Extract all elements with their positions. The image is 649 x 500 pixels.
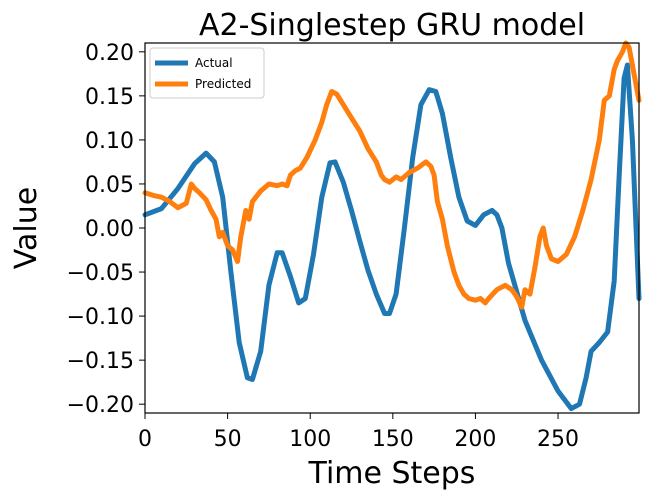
legend-label-predicted: Predicted <box>195 77 251 91</box>
x-tick-label: 50 <box>214 427 242 452</box>
series-line-actual <box>142 62 642 412</box>
x-axis-ticks: 0 50 100 150 200 250 <box>138 413 579 452</box>
x-tick-label: 250 <box>537 427 579 452</box>
series-line-predicted <box>142 40 642 310</box>
x-tick-label: 100 <box>289 427 331 452</box>
y-tick-label: −0.20 <box>67 393 134 418</box>
y-tick-label: 0.05 <box>85 173 134 198</box>
y-tick-label: 0.15 <box>85 85 134 110</box>
y-tick-label: −0.15 <box>67 349 134 374</box>
x-tick-label: 0 <box>138 427 152 452</box>
x-axis-label: Time Steps <box>308 456 476 491</box>
legend: Actual Predicted <box>149 47 265 99</box>
y-tick-label: −0.05 <box>67 261 134 286</box>
y-axis-ticks: −0.20 −0.15 −0.10 −0.05 0.00 0.05 0.10 0.15 0.20 <box>67 41 145 418</box>
plot-frame <box>144 42 640 414</box>
series-layer <box>142 40 642 412</box>
chart-title: A2-Singlestep GRU model <box>199 8 585 43</box>
y-tick-label: −0.10 <box>67 305 134 330</box>
legend-label-actual: Actual <box>195 56 233 70</box>
y-tick-label: 0.20 <box>85 41 134 66</box>
x-tick-label: 150 <box>372 427 414 452</box>
y-tick-label: 0.10 <box>85 129 134 154</box>
y-axis-label: Value <box>9 187 44 269</box>
y-tick-label: 0.00 <box>85 217 134 242</box>
x-tick-label: 200 <box>454 427 496 452</box>
